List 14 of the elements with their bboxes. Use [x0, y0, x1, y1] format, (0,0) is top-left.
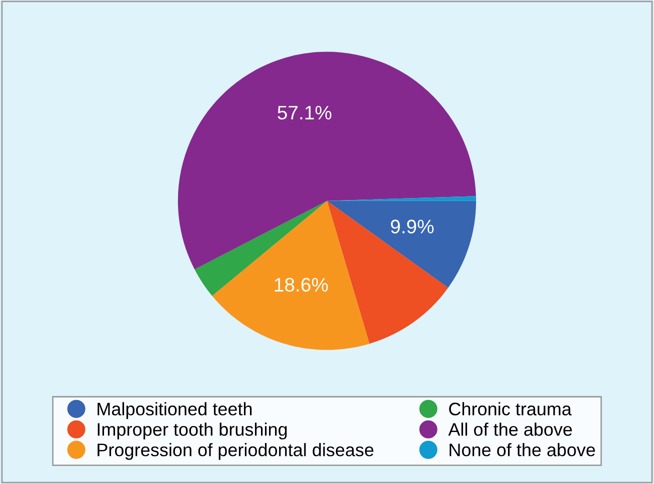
legend-label: Improper tooth brushing [98, 422, 287, 440]
legend-label: Progression of periodontal disease [98, 443, 374, 460]
data-label: 57.1% [278, 106, 332, 120]
pie-slice [327, 200, 448, 344]
legend-label: None of the above [450, 443, 595, 456]
pie-slice [178, 52, 476, 270]
pie-slice [327, 200, 476, 288]
legend-label: Chronic trauma [449, 402, 572, 416]
pie-slice [194, 200, 327, 296]
legend-label: Malpositioned teeth [98, 402, 252, 419]
data-label: 9.9% [390, 220, 434, 234]
data-label: 18.6% [274, 278, 328, 292]
pie-slice [212, 200, 370, 350]
legend-label: All of the above [448, 422, 572, 436]
